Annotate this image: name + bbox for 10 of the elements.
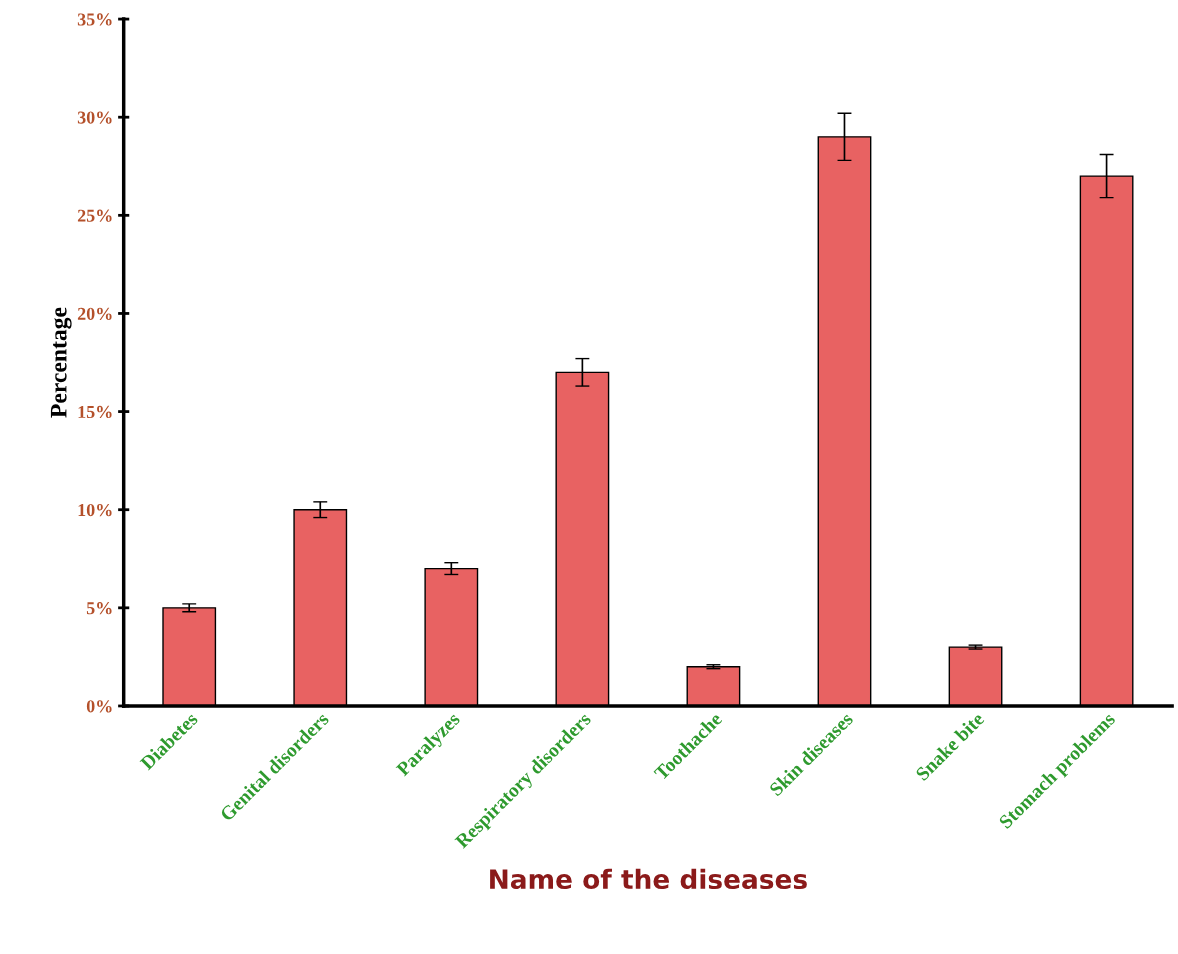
y-tick-label: 20% [77, 307, 112, 320]
x-axis-title: Name of the diseases [490, 868, 807, 890]
y-tick-label: 5% [86, 602, 112, 615]
y-tick-label: 0% [86, 700, 112, 713]
y-tick-label: 15% [78, 405, 112, 419]
y-tick-label: 25% [77, 209, 112, 222]
y-tick-label: 10% [78, 503, 112, 517]
y-tick-label: 30% [77, 111, 112, 124]
y-axis-title: Percentage [50, 307, 72, 418]
y-tick-label: 35% [77, 13, 112, 26]
